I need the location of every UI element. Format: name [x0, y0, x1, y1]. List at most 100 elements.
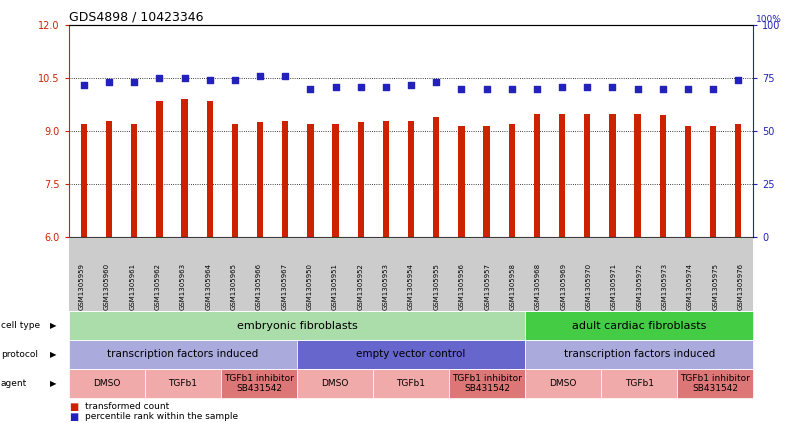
Text: GSM1305962: GSM1305962: [155, 263, 160, 310]
Point: [203, 77, 216, 84]
Text: ▶: ▶: [50, 350, 57, 359]
Bar: [684, 126, 691, 237]
Bar: [509, 124, 515, 237]
Text: GSM1305969: GSM1305969: [561, 263, 566, 310]
Text: GSM1305955: GSM1305955: [433, 263, 439, 310]
Point: [304, 85, 317, 92]
Text: TGFb1 inhibitor
SB431542: TGFb1 inhibitor SB431542: [224, 374, 294, 393]
Text: GSM1305952: GSM1305952: [357, 263, 364, 310]
Point: [455, 85, 468, 92]
Text: DMSO: DMSO: [93, 379, 121, 388]
Text: GSM1305970: GSM1305970: [586, 263, 591, 310]
Point: [681, 85, 694, 92]
Text: GSM1305956: GSM1305956: [458, 263, 465, 310]
Bar: [408, 121, 414, 237]
Text: GSM1305951: GSM1305951: [332, 263, 338, 310]
Text: agent: agent: [1, 379, 27, 388]
Point: [631, 85, 644, 92]
Bar: [659, 115, 666, 237]
Text: GSM1305963: GSM1305963: [180, 263, 186, 310]
Point: [254, 73, 266, 80]
Text: TGFb1 inhibitor
SB431542: TGFb1 inhibitor SB431542: [452, 374, 522, 393]
Point: [706, 85, 719, 92]
Text: percentile rank within the sample: percentile rank within the sample: [85, 412, 238, 421]
Text: GSM1305960: GSM1305960: [104, 263, 110, 310]
Point: [731, 77, 744, 84]
Bar: [710, 126, 716, 237]
Text: transformed count: transformed count: [85, 402, 169, 411]
Bar: [332, 124, 339, 237]
Text: GSM1305975: GSM1305975: [712, 263, 718, 310]
Text: GSM1305961: GSM1305961: [130, 263, 135, 310]
Text: 100%: 100%: [756, 15, 782, 24]
Text: empty vector control: empty vector control: [356, 349, 466, 360]
Bar: [181, 99, 188, 237]
Bar: [106, 121, 113, 237]
Bar: [207, 101, 213, 237]
Point: [404, 81, 418, 88]
Point: [103, 79, 116, 86]
Text: GSM1305971: GSM1305971: [611, 263, 617, 310]
Text: TGFb1: TGFb1: [397, 379, 425, 388]
Text: ▶: ▶: [50, 321, 57, 330]
Bar: [156, 101, 163, 237]
Text: GSM1305964: GSM1305964: [205, 263, 211, 310]
Text: DMSO: DMSO: [549, 379, 577, 388]
Bar: [433, 117, 439, 237]
Text: GSM1305954: GSM1305954: [408, 263, 414, 310]
Text: ■: ■: [69, 402, 78, 412]
Text: GSM1305972: GSM1305972: [636, 263, 642, 310]
Point: [228, 77, 241, 84]
Text: embryonic fibroblasts: embryonic fibroblasts: [237, 321, 357, 331]
Bar: [458, 126, 465, 237]
Point: [556, 83, 569, 90]
Bar: [383, 121, 389, 237]
Bar: [735, 124, 741, 237]
Bar: [81, 124, 87, 237]
Point: [329, 83, 342, 90]
Bar: [559, 113, 565, 237]
Bar: [232, 124, 238, 237]
Point: [505, 85, 518, 92]
Text: adult cardiac fibroblasts: adult cardiac fibroblasts: [572, 321, 706, 331]
Point: [606, 83, 619, 90]
Text: ■: ■: [69, 412, 78, 423]
Point: [379, 83, 392, 90]
Point: [128, 79, 141, 86]
Text: TGFb1: TGFb1: [625, 379, 654, 388]
Point: [78, 81, 91, 88]
Text: DMSO: DMSO: [322, 379, 349, 388]
Point: [480, 85, 493, 92]
Text: GDS4898 / 10423346: GDS4898 / 10423346: [69, 11, 203, 24]
Text: transcription factors induced: transcription factors induced: [107, 349, 258, 360]
Bar: [584, 113, 590, 237]
Point: [581, 83, 594, 90]
Bar: [131, 124, 138, 237]
Text: GSM1305973: GSM1305973: [662, 263, 667, 310]
Point: [153, 75, 166, 82]
Point: [430, 79, 443, 86]
Bar: [484, 126, 490, 237]
Text: GSM1305966: GSM1305966: [256, 263, 262, 310]
Text: GSM1305967: GSM1305967: [281, 263, 288, 310]
Text: GSM1305968: GSM1305968: [535, 263, 541, 310]
Point: [178, 75, 191, 82]
Text: GSM1305958: GSM1305958: [509, 263, 515, 310]
Bar: [609, 113, 616, 237]
Text: ▶: ▶: [50, 379, 57, 388]
Bar: [634, 113, 641, 237]
Text: GSM1305953: GSM1305953: [383, 263, 389, 310]
Point: [354, 83, 367, 90]
Text: GSM1305974: GSM1305974: [687, 263, 693, 310]
Text: protocol: protocol: [1, 350, 38, 359]
Bar: [307, 124, 313, 237]
Text: GSM1305957: GSM1305957: [484, 263, 490, 310]
Text: GSM1305976: GSM1305976: [738, 263, 744, 310]
Bar: [357, 122, 364, 237]
Text: TGFb1 inhibitor
SB431542: TGFb1 inhibitor SB431542: [680, 374, 750, 393]
Point: [279, 73, 292, 80]
Point: [656, 85, 669, 92]
Bar: [282, 121, 288, 237]
Bar: [534, 113, 540, 237]
Text: TGFb1: TGFb1: [168, 379, 198, 388]
